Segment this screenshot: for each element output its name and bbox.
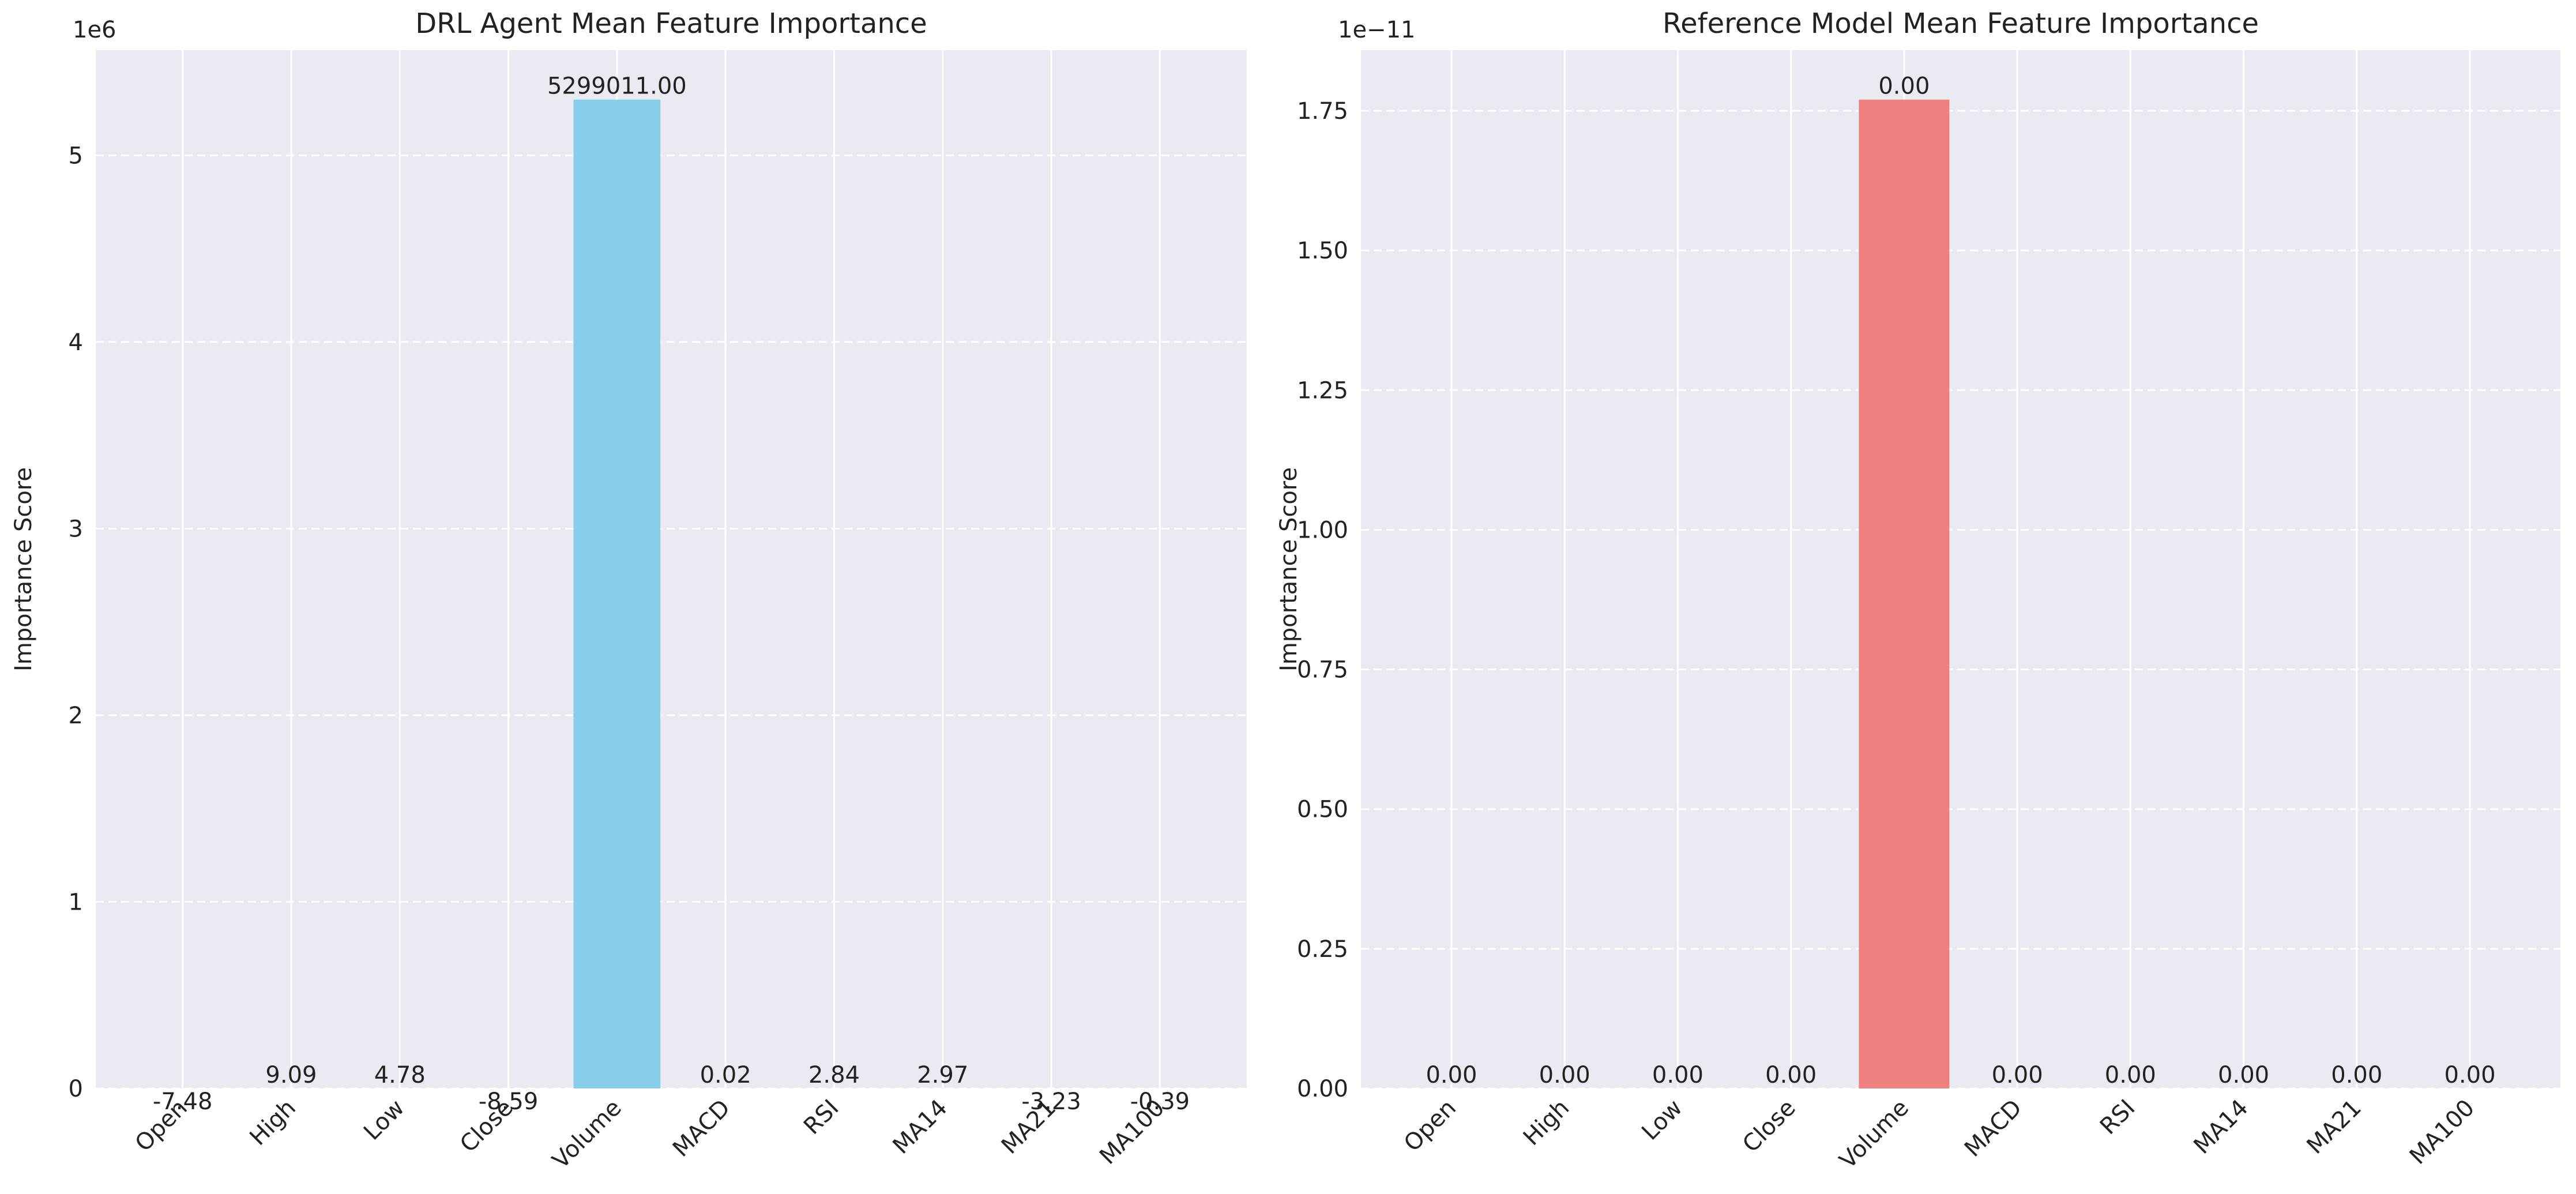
y-tick-label: 3 <box>69 516 83 542</box>
plot-area <box>1361 50 2560 1088</box>
x-tick-label: Volume <box>547 1095 627 1174</box>
y-tick-label: 0.75 <box>1297 657 1348 684</box>
x-tick-label: MA100 <box>2405 1095 2480 1170</box>
y-tick-label: 0.25 <box>1297 936 1348 963</box>
y-tick-label: 4 <box>69 329 83 356</box>
x-tick-label: Volume <box>1834 1095 1914 1174</box>
x-tick-label: High <box>1518 1095 1575 1151</box>
y-tick-label: 1.25 <box>1297 377 1348 404</box>
chart-title: DRL Agent Mean Feature Importance <box>415 7 927 40</box>
x-tick-label: MA21 <box>2302 1095 2367 1159</box>
value-label: 2.84 <box>808 1062 860 1088</box>
value-label: 0.00 <box>1539 1062 1590 1088</box>
x-tick-label: Close <box>1738 1095 1801 1158</box>
value-label: -3.23 <box>1021 1088 1081 1115</box>
value-label: -0.39 <box>1130 1088 1190 1115</box>
x-tick-label: High <box>245 1095 301 1151</box>
x-tick-label: Open <box>1399 1095 1461 1157</box>
chart-panel-1: 0 1 2 3 4 5 -7.48 9.09 4.78 -8.59 5299011.00 0.02 2.… <box>10 7 1247 1174</box>
y-offset-label: 1e6 <box>73 17 116 43</box>
y-axis-label: Importance Score <box>1276 467 1302 671</box>
y-tick-label: 5 <box>69 142 83 169</box>
value-label: 0.00 <box>2331 1062 2382 1088</box>
y-tick-label: 1.00 <box>1297 517 1348 543</box>
value-label: 0.00 <box>1992 1062 2043 1088</box>
value-label: 0.02 <box>700 1062 751 1088</box>
x-tick-label: MACD <box>668 1095 735 1162</box>
x-tick-label: MA14 <box>888 1095 953 1159</box>
value-label: 0.00 <box>1878 73 1930 100</box>
x-tick-label: Low <box>359 1095 409 1146</box>
y-tick-label: 2 <box>69 703 83 729</box>
value-label: 0.00 <box>2218 1062 2269 1088</box>
value-label: 0.00 <box>1652 1062 1703 1088</box>
bar-volume <box>573 99 661 1089</box>
bar-volume <box>1859 99 1950 1089</box>
y-tick-label: 0.00 <box>1297 1076 1348 1102</box>
plot-area <box>96 50 1247 1088</box>
y-tick-label: 1 <box>69 889 83 915</box>
value-label: 2.97 <box>917 1062 968 1088</box>
x-tick-label: MA14 <box>2188 1095 2253 1159</box>
x-tick-label: RSI <box>799 1095 844 1140</box>
x-tick-label: RSI <box>2095 1095 2140 1140</box>
x-tick-label: Low <box>1637 1095 1687 1146</box>
y-tick-label: 1.50 <box>1297 238 1348 264</box>
x-tick-label: MACD <box>1960 1095 2027 1162</box>
y-tick-label: 0 <box>69 1076 83 1102</box>
y-offset-label: 1e−11 <box>1338 17 1415 43</box>
chart-panel-2: 0.00 0.25 0.50 0.75 1.00 1.25 1.50 1.75 0.00 0.00… <box>1276 7 2560 1174</box>
value-label: -7.48 <box>153 1088 213 1115</box>
value-label: 9.09 <box>265 1062 317 1088</box>
value-label: 0.00 <box>1765 1062 1817 1088</box>
value-label: 0.00 <box>1426 1062 1477 1088</box>
y-axis-label: Importance Score <box>10 467 37 671</box>
y-tick-label: 0.50 <box>1297 797 1348 823</box>
y-tick-label: 1.75 <box>1297 98 1348 125</box>
value-label: 0.00 <box>2105 1062 2156 1088</box>
value-label: 0.00 <box>2444 1062 2495 1088</box>
chart-title: Reference Model Mean Feature Importance <box>1663 7 2259 40</box>
value-label: 5299011.00 <box>547 73 687 100</box>
value-label: 4.78 <box>374 1062 426 1088</box>
value-label: -8.59 <box>479 1088 539 1115</box>
